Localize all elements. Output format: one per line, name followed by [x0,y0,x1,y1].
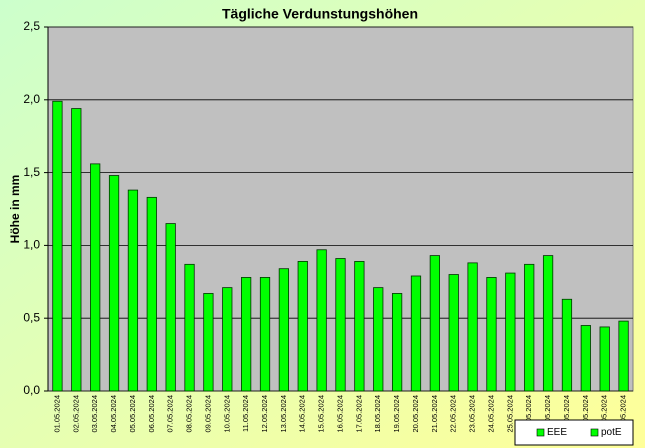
x-tick-label: 30.05.2024 [600,395,609,433]
legend-swatch [536,428,545,437]
bar [222,287,233,392]
x-tick-label: 05.05.2024 [128,395,137,433]
x-tick-label: 16.05.2024 [335,395,344,433]
x-tick-label: 02.05.2024 [71,395,80,433]
y-axis-label: Höhe in mm [8,175,22,244]
x-tick-label: 24.05.2024 [486,395,495,433]
x-tick-label: 13.05.2024 [279,395,288,433]
bar [71,108,82,392]
bar [373,287,384,392]
y-tick-label: 2,0 [23,92,40,106]
y-tick-label: 1,5 [23,165,40,179]
legend-label: potE [601,427,622,438]
x-tick-label: 22.05.2024 [449,395,458,433]
x-tick-label: 26.05.2024 [524,395,533,433]
x-tick-label: 29.05.2024 [581,395,590,433]
bar [486,277,497,392]
x-tick-label: 19.05.2024 [392,395,401,433]
bar [429,255,440,392]
y-tick-label: 2,5 [23,19,40,33]
bar [146,196,157,392]
bar [561,298,573,392]
bar [259,277,271,392]
bar [108,175,120,392]
x-tick-label: 20.05.2024 [411,395,420,433]
bar [52,100,63,392]
x-tick-label: 04.05.2024 [109,395,118,433]
bar [165,223,176,392]
y-tick-label: 0,0 [23,383,40,397]
bar [391,293,403,392]
x-tick-label: 28.05.2024 [562,395,571,433]
bar [410,275,422,392]
x-tick-label: 31.05.2024 [619,395,628,433]
bar [335,258,346,392]
x-tick-label: 09.05.2024 [203,395,212,433]
x-tick-label: 10.05.2024 [222,395,231,433]
legend-swatch [590,428,599,437]
x-tick-label: 12.05.2024 [260,395,269,433]
x-tick-label: 06.05.2024 [147,395,156,433]
bar [542,255,554,392]
bar [203,293,214,392]
bar [467,262,478,392]
bar [90,163,101,392]
x-tick-label: 25.05.2024 [505,395,514,433]
bar [599,326,610,392]
x-tick-label: 11.05.2024 [241,395,250,432]
bar [297,261,308,392]
x-tick-label: 15.05.2024 [317,395,326,433]
x-tick-label: 17.05.2024 [354,395,363,433]
bar [184,263,195,392]
bar [524,263,535,392]
x-tick-label: 14.05.2024 [298,395,307,433]
bar [278,268,290,392]
x-tick-label: 01.05.2024 [52,395,61,433]
bar [354,261,365,392]
x-tick-label: 08.05.2024 [185,395,194,433]
y-tick-label: 0,5 [23,310,40,324]
chart-title: Tägliche Verdunstungshöhen [222,6,418,22]
x-tick-label: 21.05.2024 [430,395,439,433]
x-tick-label: 27.05.2024 [543,395,552,433]
bar [618,320,629,392]
x-tick-label: 18.05.2024 [373,395,382,433]
bar [505,272,516,392]
x-tick-label: 23.05.2024 [468,395,477,433]
x-tick-label: 03.05.2024 [90,395,99,433]
legend-box [514,419,634,446]
legend-label: EEE [547,427,567,438]
y-tick-label: 1,0 [23,238,40,252]
bar [127,189,139,392]
bar [580,325,591,392]
bar [316,249,327,392]
bar [241,277,252,392]
x-tick-label: 07.05.2024 [166,395,175,433]
bar [448,274,459,392]
